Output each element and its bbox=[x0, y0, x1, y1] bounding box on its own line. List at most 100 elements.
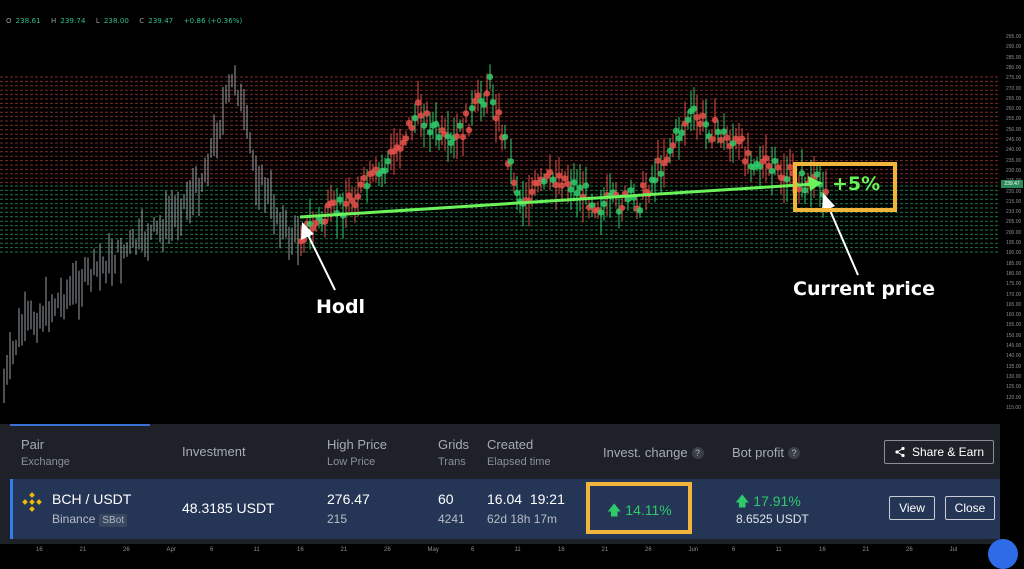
trade-marker bbox=[567, 186, 575, 193]
price-axis-tick: 250.00 bbox=[1006, 126, 1022, 133]
col-grids-header: Grids bbox=[438, 437, 470, 452]
trade-marker bbox=[483, 90, 491, 97]
trade-marker bbox=[510, 179, 518, 186]
close-button[interactable]: Close bbox=[945, 496, 995, 520]
current-price-label: Current price bbox=[793, 278, 935, 300]
trade-marker bbox=[768, 167, 776, 175]
bot-profit-pct-value: 🡅 17.91% bbox=[735, 491, 801, 515]
trade-marker bbox=[489, 98, 497, 106]
trade-marker bbox=[408, 124, 416, 132]
trade-marker bbox=[330, 199, 338, 206]
trade-marker bbox=[765, 162, 773, 170]
time-axis-tick: Apr bbox=[166, 547, 176, 553]
price-axis-tick: 190.00 bbox=[1006, 250, 1022, 257]
price-axis-tick: 145.00 bbox=[1006, 343, 1022, 349]
time-axis-tick: May bbox=[427, 547, 439, 553]
price-axis-tick: 170.00 bbox=[1006, 291, 1022, 298]
trade-marker bbox=[663, 156, 671, 163]
price-axis[interactable] bbox=[1000, 0, 1024, 555]
time-axis-tick: 21 bbox=[601, 547, 609, 553]
price-axis-tick: 200.00 bbox=[1006, 229, 1022, 236]
share-earn-button[interactable]: Share & Earn bbox=[884, 440, 994, 464]
hodl-pointer-line bbox=[307, 234, 336, 291]
view-button[interactable]: View bbox=[889, 496, 935, 520]
trade-marker bbox=[456, 122, 464, 129]
trade-marker bbox=[480, 101, 488, 108]
ohlc-change: +0.86 (+0.36%) bbox=[183, 17, 243, 25]
trade-marker bbox=[459, 133, 467, 141]
ohlc-open: 238.61 bbox=[15, 17, 41, 25]
trade-marker bbox=[639, 182, 647, 189]
bot-type-badge: SBot bbox=[99, 514, 128, 527]
price-axis-tick: 255.00 bbox=[1006, 116, 1022, 123]
time-axis-tick: 6 bbox=[471, 547, 475, 553]
price-axis-tick: 275.00 bbox=[1006, 75, 1022, 82]
price-chart[interactable] bbox=[0, 0, 1024, 555]
trade-marker bbox=[693, 114, 701, 121]
hodl-arrow bbox=[299, 182, 816, 219]
price-axis-tick: 120.00 bbox=[1006, 394, 1022, 401]
trade-marker bbox=[540, 178, 548, 185]
time-axis-tick: 21 bbox=[79, 547, 87, 553]
trade-marker bbox=[690, 105, 698, 112]
trade-marker bbox=[582, 182, 590, 189]
trade-marker bbox=[762, 155, 770, 162]
price-axis-tick: 295.00 bbox=[1006, 34, 1022, 40]
time-axis-tick: 26 bbox=[906, 547, 913, 553]
ohlc-high: 239.74 bbox=[60, 17, 86, 25]
trade-marker bbox=[672, 127, 680, 135]
created-time: 19:21 bbox=[529, 491, 565, 507]
trade-marker bbox=[414, 99, 422, 106]
col-pair-header: Pair bbox=[21, 437, 45, 452]
time-axis-tick: 16 bbox=[558, 547, 565, 553]
trade-marker bbox=[666, 147, 674, 154]
trade-marker bbox=[702, 121, 710, 128]
trade-marker bbox=[474, 92, 482, 99]
time-axis-tick: 26 bbox=[123, 547, 130, 553]
invest-change-value: 🡅 14.11% bbox=[607, 500, 672, 524]
trade-marker bbox=[798, 170, 806, 177]
chat-support-icon[interactable] bbox=[988, 539, 1018, 569]
trade-marker bbox=[711, 116, 719, 124]
price-axis-tick: 160.00 bbox=[1006, 312, 1022, 319]
bot-profit-usdt-value: 8.6525 USDT bbox=[736, 512, 809, 526]
trade-marker bbox=[654, 157, 662, 164]
trade-marker bbox=[444, 133, 452, 140]
price-axis-tick: 215.00 bbox=[1006, 198, 1022, 205]
created-value: 16.04 19:21 bbox=[487, 491, 565, 507]
pair-value[interactable]: BCH / USDT bbox=[52, 491, 132, 507]
trade-marker bbox=[552, 181, 560, 189]
trade-marker bbox=[723, 134, 731, 142]
invest-change-header-label: Invest. change bbox=[603, 445, 688, 460]
trade-marker bbox=[546, 169, 554, 176]
trade-marker bbox=[657, 170, 665, 177]
help-icon[interactable]: ? bbox=[788, 447, 801, 459]
help-icon[interactable]: ? bbox=[691, 447, 704, 459]
price-axis-tick: 150.00 bbox=[1006, 332, 1022, 339]
grid-buy-levels bbox=[0, 185, 1000, 253]
time-axis-tick: Jun bbox=[688, 547, 699, 553]
price-axis-tick: 205.00 bbox=[1006, 219, 1022, 226]
trade-marker bbox=[432, 120, 440, 128]
trade-marker bbox=[597, 209, 605, 216]
trade-marker bbox=[405, 119, 413, 127]
trade-marker bbox=[771, 157, 779, 165]
trade-marker bbox=[678, 129, 686, 137]
time-axis-tick: 16 bbox=[819, 547, 826, 553]
col-created-header: Created bbox=[487, 437, 534, 452]
ohlc-low: 238.00 bbox=[103, 17, 129, 25]
trade-marker bbox=[396, 145, 404, 152]
price-axis-tick: 165.00 bbox=[1006, 301, 1022, 308]
exchange-name: Binance bbox=[52, 512, 96, 526]
price-axis-tick: 260.00 bbox=[1006, 106, 1022, 113]
bot-row[interactable] bbox=[10, 479, 1000, 539]
trade-marker bbox=[786, 163, 794, 171]
ohlc-readout: O 238.61 H 239.74 L 238.00 C 239.47 +0.86 (+… bbox=[6, 17, 243, 25]
trade-marker bbox=[822, 188, 830, 195]
trade-marker bbox=[309, 224, 317, 232]
trade-marker bbox=[564, 180, 572, 188]
time-axis-tick: Jul bbox=[949, 547, 958, 553]
trade-marker bbox=[513, 189, 521, 197]
trade-marker bbox=[573, 190, 581, 197]
time-axis-tick: 16 bbox=[297, 547, 304, 553]
